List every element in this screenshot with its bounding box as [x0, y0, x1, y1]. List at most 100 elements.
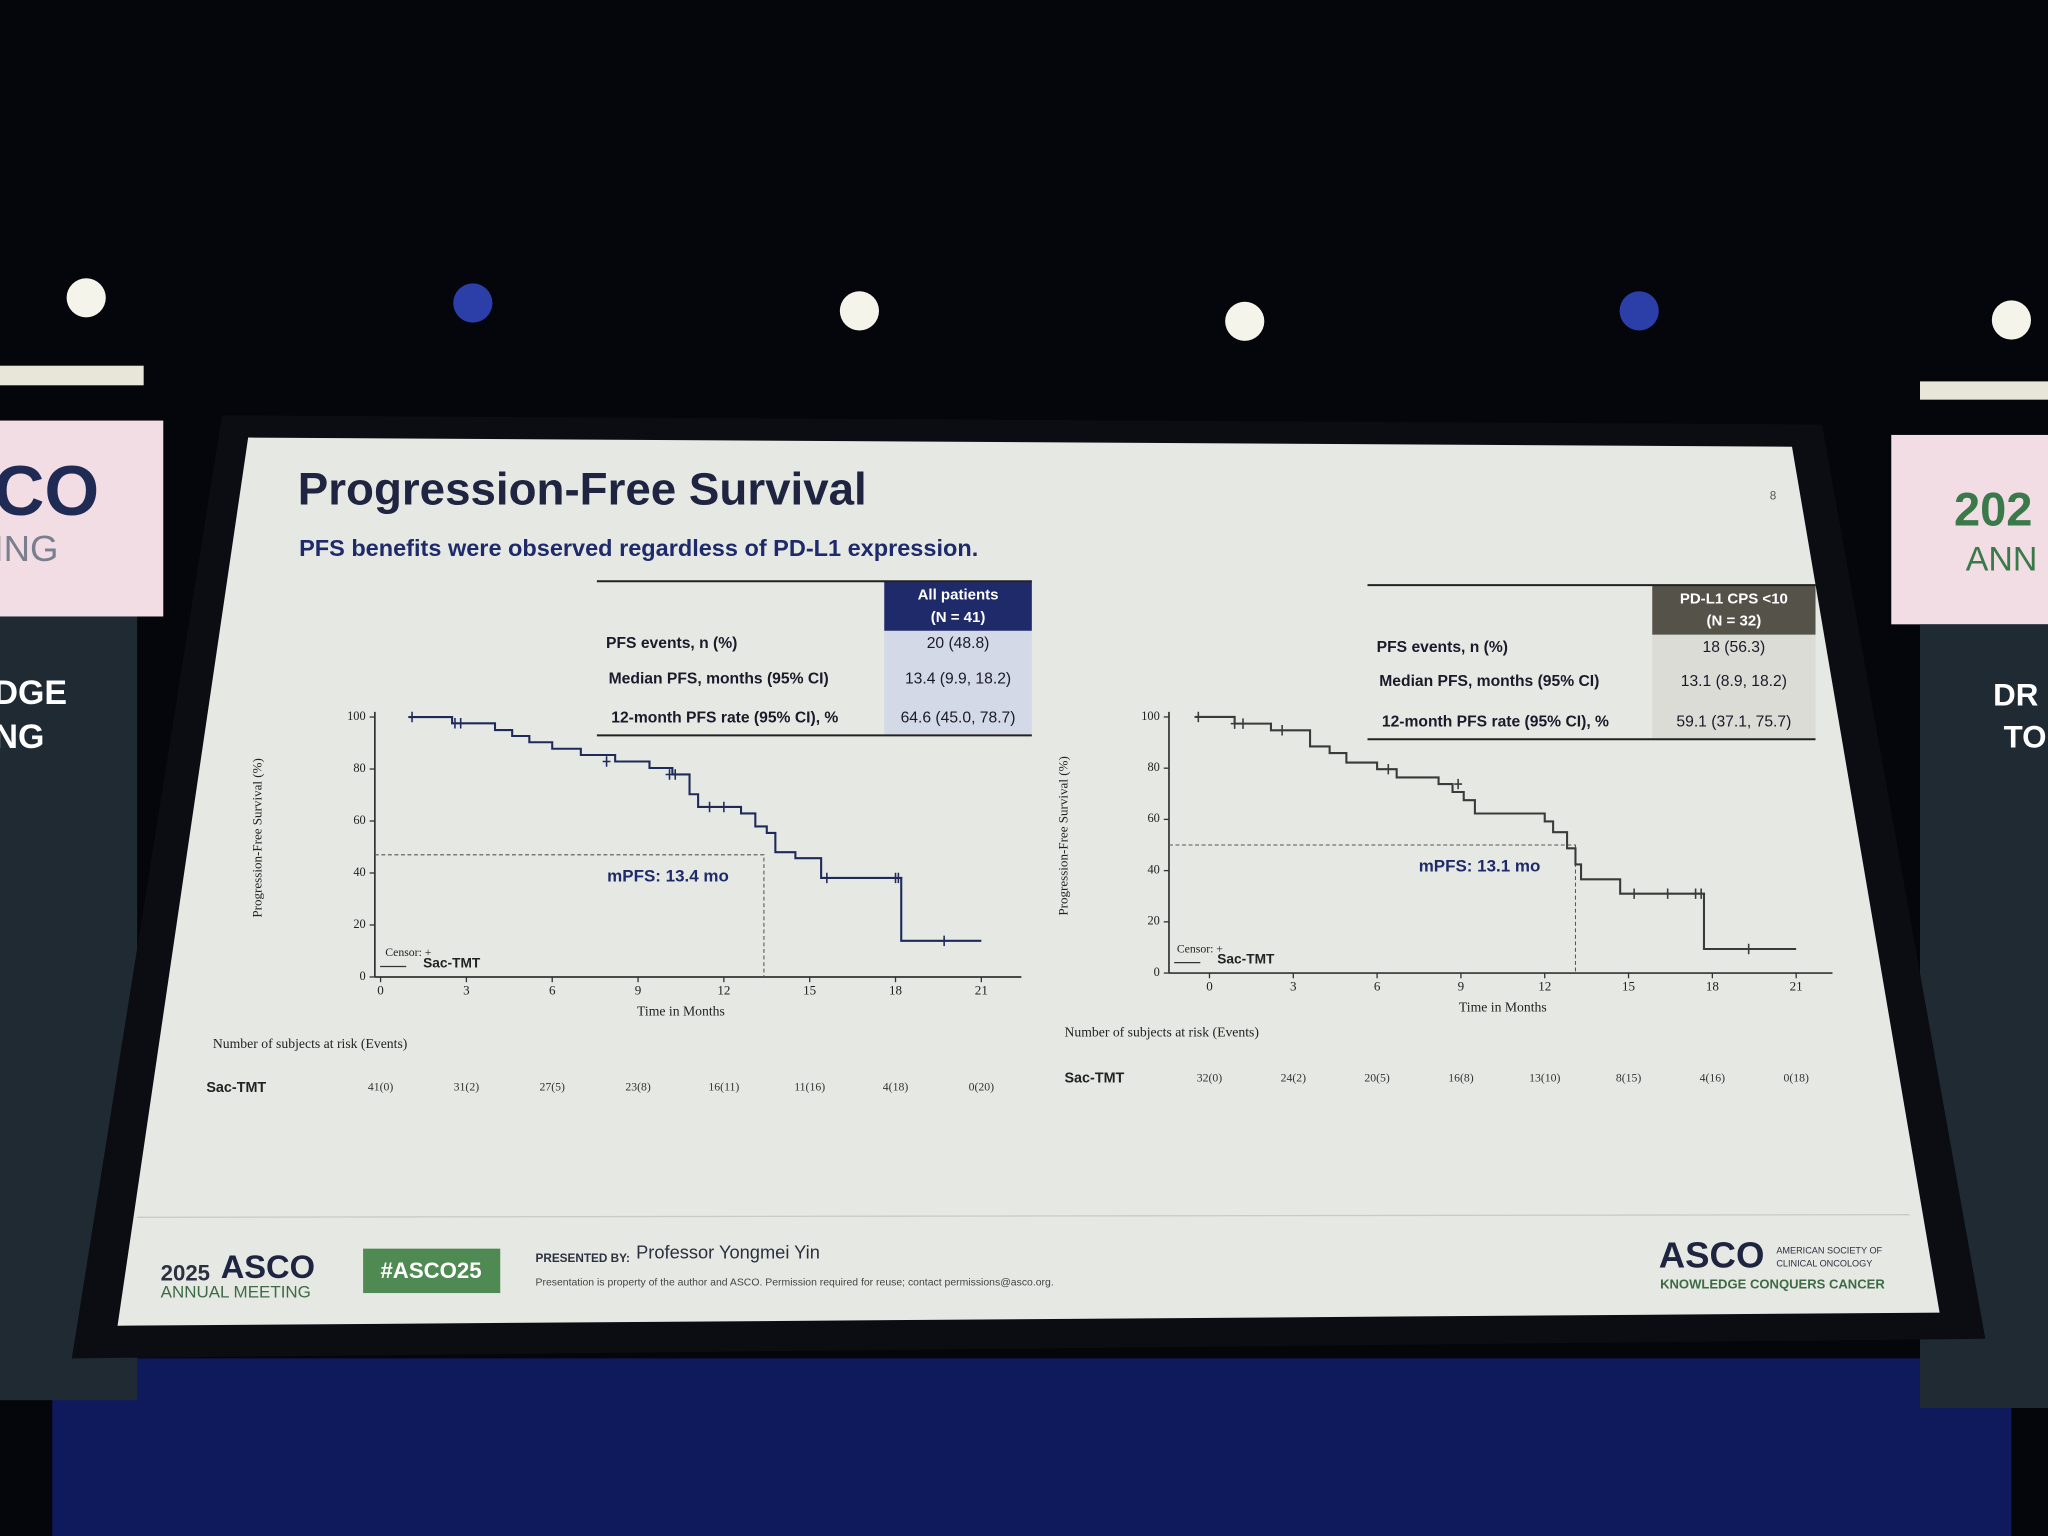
x-tick-label: 21: [975, 982, 988, 997]
legend-note: Censor: +: [1177, 942, 1223, 955]
table-header: PD-L1 CPS <10: [1680, 590, 1788, 607]
censor-mark: [1744, 943, 1753, 955]
censor-mark: [894, 872, 903, 884]
banner-text: DR: [1993, 678, 2038, 713]
row-label: 12-month PFS rate (95% CI), %: [1382, 713, 1609, 730]
censor-mark: [1230, 718, 1239, 729]
risk-value: 4(16): [1700, 1072, 1726, 1085]
median-annotation: mPFS: 13.1 mo: [1419, 857, 1541, 876]
y-tick-label: 60: [353, 813, 365, 827]
row-value: 64.6 (45.0, 78.7): [901, 710, 1016, 727]
x-tick-label: 9: [1458, 978, 1465, 993]
page-number: 8: [1770, 489, 1777, 502]
x-tick-label: 12: [717, 982, 730, 997]
x-tick-label: 18: [889, 982, 903, 997]
risk-row: Sac-TMT: [206, 1080, 266, 1096]
stage-light: [1225, 301, 1265, 341]
risk-value: 13(10): [1529, 1072, 1560, 1085]
legend-note: Censor: +: [385, 946, 431, 959]
asco-sub: AMERICAN SOCIETY OF: [1776, 1246, 1882, 1256]
footer-rule: [137, 1214, 1910, 1218]
risk-value: 24(2): [1281, 1072, 1307, 1085]
median-line: [374, 854, 765, 977]
x-tick-label: 15: [1622, 978, 1636, 993]
light-bar: [0, 365, 144, 386]
row-value: 20 (48.8): [927, 635, 990, 652]
x-tick-label: 15: [803, 982, 817, 997]
censor-mark: [456, 718, 465, 729]
slide: [117, 437, 1940, 1326]
y-tick-label: 40: [1147, 862, 1159, 876]
km-curve: [409, 715, 982, 942]
y-tick-label: 100: [1141, 709, 1160, 723]
risk-label: Number of subjects at risk (Events): [213, 1036, 407, 1052]
hashtag: #ASCO25: [380, 1258, 481, 1283]
x-tick-label: 6: [549, 982, 556, 997]
banner-text: CO: [0, 451, 99, 530]
value-column: [1652, 634, 1816, 740]
median-annotation: mPFS: 13.4 mo: [607, 866, 729, 885]
presented-by: PRESENTED BY:: [536, 1252, 630, 1265]
x-tick-label: 9: [635, 982, 642, 997]
asco-sub: CLINICAL ONCOLOGY: [1776, 1259, 1872, 1269]
footer-meeting: ASCO: [221, 1248, 315, 1285]
risk-value: 41(0): [368, 1081, 394, 1094]
median-line: [1168, 844, 1576, 974]
curtain: [52, 1358, 2012, 1536]
legend-series: Sac-TMT: [423, 956, 481, 971]
y-tick-label: 0: [1154, 965, 1160, 979]
y-tick-label: 0: [360, 969, 366, 983]
risk-value: 31(2): [454, 1081, 480, 1094]
row-label: PFS events, n (%): [1377, 639, 1508, 656]
x-tick-label: 18: [1706, 978, 1720, 993]
censor-mark: [408, 711, 416, 723]
x-tick-label: 3: [1290, 978, 1297, 993]
censor-mark: [1697, 888, 1706, 899]
row-value: 13.1 (8.9, 18.2): [1681, 673, 1787, 690]
censor-mark: [940, 935, 949, 947]
hashtag-box: [363, 1248, 501, 1294]
stage-light: [453, 283, 493, 323]
censor-mark: [705, 801, 714, 813]
footer-meeting-sub: ANNUAL MEETING: [161, 1283, 311, 1302]
risk-value: 0(18): [1783, 1072, 1809, 1085]
censor-mark: [1194, 711, 1203, 723]
censor-mark: [1384, 763, 1393, 775]
banner-text: 202: [1954, 483, 2032, 536]
light-bar: [1919, 381, 2048, 400]
banner-text: TO: [2004, 720, 2047, 755]
banner-text: ANN: [1966, 541, 2038, 579]
tagline: KNOWLEDGE CONQUERS CANCER: [1660, 1277, 1885, 1292]
slide-title: Progression-Free Survival: [298, 463, 867, 514]
censor-mark: [1630, 888, 1639, 899]
risk-value: 11(16): [794, 1081, 825, 1094]
risk-value: 0(20): [969, 1081, 995, 1094]
notice: Presentation is property of the author a…: [536, 1277, 1054, 1288]
banner-text: ING: [0, 528, 58, 569]
risk-value: 27(5): [539, 1081, 565, 1094]
asco-logo: ASCO: [1659, 1234, 1765, 1275]
presenter: Professor Yongmei Yin: [636, 1242, 820, 1263]
slide-subtitle: PFS benefits were observed regardless of…: [299, 535, 978, 561]
row-value: 59.1 (37.1, 75.7): [1676, 713, 1791, 730]
x-axis-label: Time in Months: [1459, 999, 1547, 1014]
risk-value: 23(8): [625, 1081, 651, 1094]
stage-light: [1991, 300, 2032, 340]
risk-value: 16(11): [708, 1081, 739, 1094]
banner-text: NG: [0, 718, 44, 756]
x-tick-label: 21: [1790, 978, 1803, 993]
x-tick-label: 0: [1206, 978, 1213, 993]
x-tick-label: 3: [463, 982, 470, 997]
footer-year: 2025: [161, 1261, 210, 1286]
y-tick-label: 20: [1147, 914, 1159, 928]
table-header: All patients: [918, 587, 999, 604]
row-label: Median PFS, months (95% CI): [609, 670, 829, 687]
stage-light: [839, 291, 880, 331]
header-cell: [884, 581, 1032, 631]
risk-value: 32(0): [1197, 1072, 1223, 1085]
row-value: 13.4 (9.9, 18.2): [905, 670, 1011, 687]
right-banner-top: [1891, 434, 2048, 625]
censor-mark: [1454, 778, 1463, 790]
header-cell: [1652, 585, 1816, 635]
